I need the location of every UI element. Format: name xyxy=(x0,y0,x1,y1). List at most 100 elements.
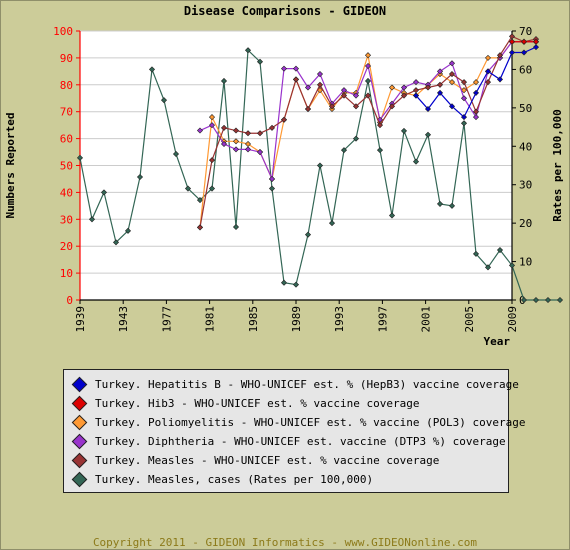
legend-item: Turkey. Measles, cases (Rates per 100,00… xyxy=(71,470,500,489)
legend-item: Turkey. Hib3 - WHO-UNICEF est. % vaccine… xyxy=(71,394,500,413)
data-point xyxy=(160,97,168,104)
y-tick-label-left: 100 xyxy=(53,25,73,38)
data-point xyxy=(520,38,528,45)
legend-marker-diamond-icon xyxy=(71,414,88,431)
data-point xyxy=(484,264,492,271)
data-point xyxy=(436,68,444,75)
legend-label: Turkey. Measles - WHO-UNICEF est. % vacc… xyxy=(95,454,440,467)
legend-label: Turkey. Measles, cases (Rates per 100,00… xyxy=(95,473,374,486)
x-tick-label: 2009 xyxy=(506,306,519,333)
legend-marker-diamond-icon xyxy=(71,471,88,488)
data-point xyxy=(232,146,240,153)
data-point xyxy=(376,147,384,154)
y-tick-label-left: 30 xyxy=(60,213,73,226)
data-point xyxy=(412,158,420,165)
x-tick-label: 2005 xyxy=(463,306,476,333)
data-point xyxy=(484,79,492,86)
y-tick-label-left: 0 xyxy=(66,294,73,307)
data-point xyxy=(292,76,300,83)
y-tick-label-right: 60 xyxy=(519,63,532,76)
x-axis-title: Year xyxy=(484,335,511,348)
data-point xyxy=(472,79,480,86)
data-point xyxy=(256,130,264,137)
y-tick-label-left: 40 xyxy=(60,186,73,199)
data-point xyxy=(100,189,108,196)
y-tick-label-right: 30 xyxy=(519,179,532,192)
data-point xyxy=(364,77,372,84)
legend-item: Turkey. Hepatitis B - WHO-UNICEF est. % … xyxy=(71,375,519,394)
data-point xyxy=(424,105,432,113)
data-point xyxy=(376,122,384,129)
data-point xyxy=(460,120,468,127)
y-tick-label-left: 90 xyxy=(60,52,73,65)
data-point xyxy=(208,122,216,129)
data-point xyxy=(460,114,468,121)
data-point xyxy=(88,216,96,223)
data-point xyxy=(472,108,480,115)
data-point xyxy=(424,84,432,91)
data-point xyxy=(508,49,516,56)
x-tick-label: 1993 xyxy=(333,306,346,333)
data-point xyxy=(304,84,312,91)
data-point xyxy=(412,92,420,99)
data-point xyxy=(448,103,456,110)
data-point xyxy=(460,95,468,102)
data-point xyxy=(340,92,348,99)
data-point xyxy=(220,124,228,131)
data-point xyxy=(256,58,264,65)
data-point xyxy=(304,231,312,238)
legend-marker-diamond-icon xyxy=(71,433,88,450)
data-point xyxy=(508,262,516,269)
legend-label: Turkey. Hib3 - WHO-UNICEF est. % vaccine… xyxy=(95,397,420,410)
data-point xyxy=(256,149,264,156)
data-point xyxy=(172,150,180,157)
data-point xyxy=(280,116,288,123)
data-point xyxy=(280,65,288,72)
data-point xyxy=(520,49,528,56)
data-point xyxy=(352,103,360,110)
legend-marker-diamond-icon xyxy=(71,452,88,469)
legend-marker-diamond-icon xyxy=(71,376,88,393)
data-point xyxy=(268,175,276,182)
legend-item: Turkey. Diphtheria - WHO-UNICEF est. vac… xyxy=(71,432,506,451)
y-tick-label-right: 10 xyxy=(519,256,532,269)
data-point xyxy=(472,89,480,96)
legend: Turkey. Hepatitis B - WHO-UNICEF est. % … xyxy=(63,369,525,493)
data-point xyxy=(220,140,228,148)
data-point xyxy=(268,185,276,192)
data-point xyxy=(304,105,312,113)
data-point xyxy=(460,79,468,86)
data-point xyxy=(520,296,528,304)
data-point xyxy=(208,157,216,164)
legend-item: Turkey. Poliomyelitis - WHO-UNICEF est. … xyxy=(71,413,525,432)
data-point xyxy=(364,62,372,69)
y-axis-title-left: Numbers Reported xyxy=(4,113,17,219)
data-point xyxy=(436,89,444,96)
data-point xyxy=(484,54,492,61)
data-point xyxy=(424,131,432,138)
data-point xyxy=(532,38,540,45)
y-tick-label-left: 50 xyxy=(60,160,73,173)
data-point xyxy=(76,154,84,161)
data-point xyxy=(124,227,132,234)
data-point xyxy=(352,135,360,142)
data-point xyxy=(472,114,480,121)
data-point xyxy=(136,174,144,181)
data-point xyxy=(364,92,372,99)
data-point xyxy=(400,92,408,99)
y-tick-label-left: 10 xyxy=(60,267,73,280)
data-point xyxy=(328,220,336,227)
data-point xyxy=(316,162,324,169)
legend-label: Turkey. Diphtheria - WHO-UNICEF est. vac… xyxy=(95,435,506,448)
data-point xyxy=(400,127,408,134)
data-point xyxy=(316,81,324,88)
data-point xyxy=(436,81,444,88)
data-point xyxy=(196,197,204,204)
data-point xyxy=(280,279,288,286)
data-point xyxy=(448,79,456,86)
data-point xyxy=(436,200,444,207)
data-point xyxy=(364,52,372,59)
copyright-footer: Copyright 2011 - GIDEON Informatics - ww… xyxy=(92,536,478,549)
data-point xyxy=(208,114,216,121)
data-point xyxy=(508,38,516,45)
